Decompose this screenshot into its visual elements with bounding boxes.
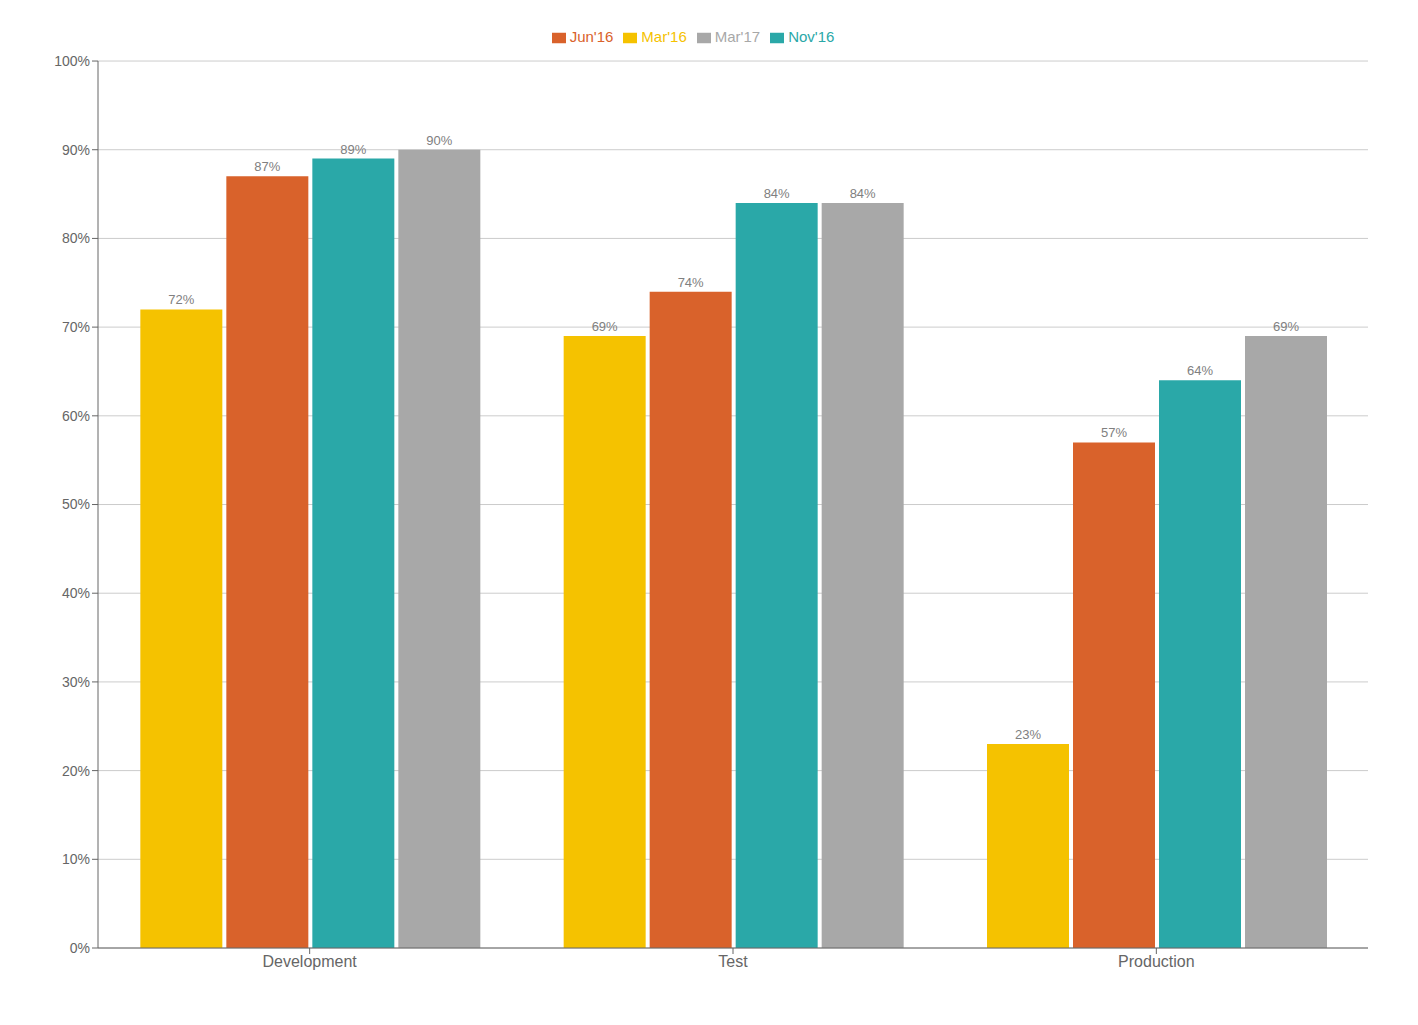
svg-text:20%: 20%	[62, 763, 90, 779]
svg-text:60%: 60%	[62, 408, 90, 424]
svg-text:87%: 87%	[254, 159, 280, 174]
html-text:Mar'17: Mar'17	[714, 28, 761, 45]
html-text:Mar'16: Mar'16	[641, 28, 687, 45]
svg-text:80%: 80%	[62, 230, 90, 246]
svg-text:70%: 70%	[62, 319, 90, 335]
html-text:Nov'16: Nov'16	[788, 28, 835, 45]
svg-text:Development: Development	[263, 953, 358, 970]
svg-text:50%: 50%	[62, 496, 90, 512]
svg-text:57%: 57%	[1101, 425, 1127, 440]
svg-text:Test: Test	[718, 953, 748, 970]
svg-text:64%: 64%	[1187, 363, 1213, 378]
svg-text:23%: 23%	[1015, 727, 1041, 742]
svg-text:84%: 84%	[850, 186, 876, 201]
svg-text:10%: 10%	[62, 851, 90, 867]
svg-text:74%: 74%	[678, 275, 704, 290]
svg-text:90%: 90%	[426, 133, 452, 148]
svg-text:Production: Production	[1118, 953, 1195, 970]
svg-text:89%: 89%	[340, 142, 366, 157]
svg-text:0%: 0%	[70, 940, 90, 956]
svg-text:40%: 40%	[62, 585, 90, 601]
html-text:Jun'16: Jun'16	[569, 28, 614, 45]
svg-text:30%: 30%	[62, 674, 90, 690]
svg-text:69%: 69%	[1273, 319, 1299, 334]
svg-text:100%: 100%	[54, 53, 90, 69]
svg-text:90%: 90%	[62, 142, 90, 158]
svg-text:84%: 84%	[764, 186, 790, 201]
svg-text:72%: 72%	[168, 292, 194, 307]
svg-text:69%: 69%	[592, 319, 618, 334]
